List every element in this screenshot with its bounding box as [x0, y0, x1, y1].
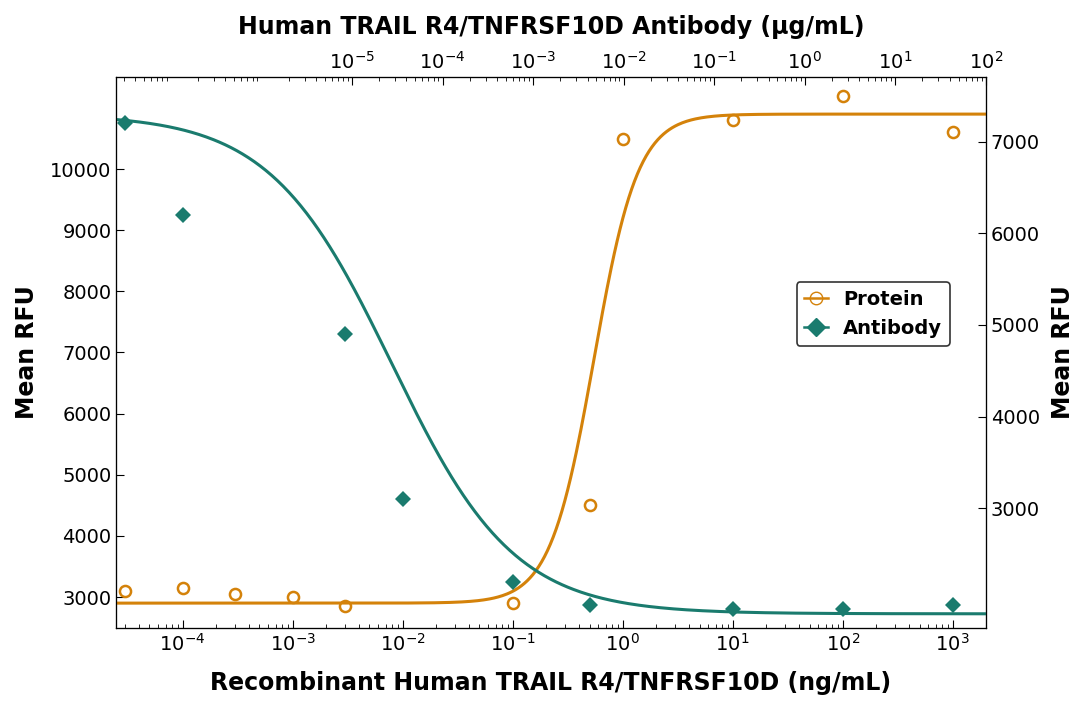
X-axis label: Recombinant Human TRAIL R4/TNFRSF10D (ng/mL): Recombinant Human TRAIL R4/TNFRSF10D (ng… — [210, 671, 892, 695]
Legend: Protein, Antibody: Protein, Antibody — [797, 283, 950, 346]
X-axis label: Human TRAIL R4/TNFRSF10D Antibody (μg/mL): Human TRAIL R4/TNFRSF10D Antibody (μg/mL… — [238, 15, 864, 39]
Y-axis label: Mean RFU: Mean RFU — [1051, 285, 1075, 420]
Y-axis label: Mean RFU: Mean RFU — [15, 285, 39, 420]
